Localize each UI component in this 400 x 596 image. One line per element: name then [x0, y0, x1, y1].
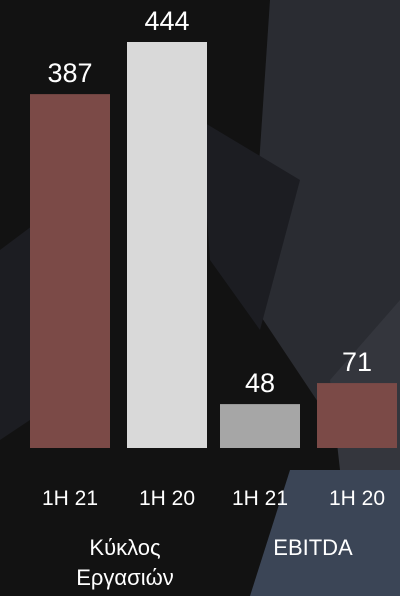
background-facet: [250, 470, 400, 596]
bar-value-label: 48: [245, 368, 275, 398]
bar: [317, 383, 397, 448]
value-labels-layer: 387 444 48 71: [47, 6, 372, 398]
tick-labels-layer: 1H 21 1H 20 1H 21 1H 20: [42, 487, 385, 510]
bar-tick-label: 1H 20: [329, 487, 385, 510]
bar-value-label: 71: [342, 347, 372, 377]
bar: [220, 404, 300, 448]
bar-value-label: 387: [47, 58, 92, 88]
group-label: EBITDA: [273, 535, 353, 560]
bar: [30, 94, 110, 449]
bar-tick-label: 1H 20: [139, 487, 195, 510]
group-label: Κύκλος: [89, 535, 160, 560]
group-label: Εργασιών: [76, 565, 174, 590]
bars-layer: [30, 42, 397, 449]
background-facet: [200, 120, 300, 330]
bar-tick-label: 1H 21: [232, 487, 288, 510]
background-facet: [250, 0, 400, 420]
bar: [127, 42, 207, 448]
bar-tick-label: 1H 21: [42, 487, 98, 510]
group-labels-layer: Κύκλος Εργασιών EBITDA: [76, 535, 353, 590]
bar-value-label: 444: [144, 6, 189, 36]
